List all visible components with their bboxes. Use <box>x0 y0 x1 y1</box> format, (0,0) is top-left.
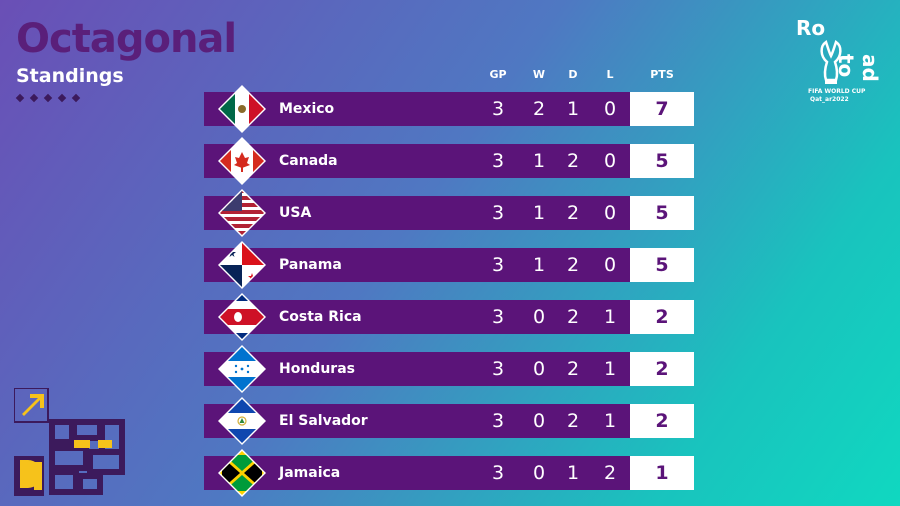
team-pts: 1 <box>630 456 694 490</box>
table-row: Panama 3 1 2 0 5 <box>204 241 694 289</box>
costa-rica-flag-icon <box>218 293 266 341</box>
team-pts: 7 <box>630 92 694 126</box>
team-name: El Salvador <box>279 413 368 429</box>
team-gp: 3 <box>491 254 505 276</box>
logo-caption: FIFA WORLD CUP <box>808 88 866 95</box>
decorative-pattern <box>14 388 125 496</box>
team-gp: 3 <box>491 306 505 328</box>
column-header-gp: GP <box>489 68 507 81</box>
team-name: Mexico <box>279 101 335 117</box>
usa-flag-icon <box>218 189 266 237</box>
table-row: Canada 3 1 2 0 5 <box>204 137 694 185</box>
table-row: El Salvador 3 0 2 1 2 <box>204 397 694 445</box>
page-title: Octagonal <box>16 16 237 62</box>
team-pts: 2 <box>630 352 694 386</box>
page-subtitle: Standings <box>16 65 124 87</box>
team-gp: 3 <box>491 358 505 380</box>
team-name: Panama <box>279 257 342 273</box>
team-d: 2 <box>566 202 580 224</box>
canada-flag-icon <box>218 137 266 185</box>
table-row: Jamaica 3 0 1 2 1 <box>204 449 694 497</box>
team-d: 2 <box>566 358 580 380</box>
team-w: 0 <box>532 358 546 380</box>
world-cup-logo: Ro ad to FIFA WORLD CUP Qat_ar2022 <box>796 14 888 114</box>
team-gp: 3 <box>491 410 505 432</box>
team-w: 1 <box>532 202 546 224</box>
team-pts: 5 <box>630 196 694 230</box>
team-l: 0 <box>603 98 617 120</box>
trophy-icon <box>820 40 842 84</box>
team-w: 1 <box>532 150 546 172</box>
team-l: 1 <box>603 410 617 432</box>
el-salvador-flag-icon <box>218 397 266 445</box>
team-gp: 3 <box>491 202 505 224</box>
mexico-flag-icon <box>218 85 266 133</box>
logo-text-top: Ro <box>796 16 826 40</box>
team-w: 1 <box>532 254 546 276</box>
team-l: 1 <box>603 306 617 328</box>
table-row: Mexico 3 2 1 0 7 <box>204 85 694 133</box>
team-w: 0 <box>532 462 546 484</box>
team-name: Canada <box>279 153 338 169</box>
team-w: 2 <box>532 98 546 120</box>
table-row: Costa Rica 3 0 2 1 2 <box>204 293 694 341</box>
team-w: 0 <box>532 410 546 432</box>
team-pts: 5 <box>630 248 694 282</box>
team-gp: 3 <box>491 98 505 120</box>
column-header-pts: PTS <box>650 68 674 81</box>
team-pts: 2 <box>630 300 694 334</box>
team-d: 2 <box>566 410 580 432</box>
team-pts: 2 <box>630 404 694 438</box>
column-header-d: D <box>568 68 578 81</box>
team-name: USA <box>279 205 312 221</box>
team-d: 2 <box>566 306 580 328</box>
team-d: 1 <box>566 462 580 484</box>
logo-caption-year: Qat_ar2022 <box>810 96 849 103</box>
team-l: 0 <box>603 254 617 276</box>
team-name: Jamaica <box>279 465 341 481</box>
team-pts: 5 <box>630 144 694 178</box>
team-d: 2 <box>566 150 580 172</box>
column-header-l: L <box>606 68 614 81</box>
team-w: 0 <box>532 306 546 328</box>
team-name: Costa Rica <box>279 309 362 325</box>
table-row: Honduras 3 0 2 1 2 <box>204 345 694 393</box>
team-l: 1 <box>603 358 617 380</box>
table-row: USA 3 1 2 0 5 <box>204 189 694 237</box>
team-name: Honduras <box>279 361 355 377</box>
panama-flag-icon <box>218 241 266 289</box>
team-gp: 3 <box>491 462 505 484</box>
team-l: 0 <box>603 202 617 224</box>
jamaica-flag-icon <box>218 449 266 497</box>
team-l: 2 <box>603 462 617 484</box>
decorative-dots <box>15 93 81 103</box>
column-header-w: W <box>532 68 546 81</box>
honduras-flag-icon <box>218 345 266 393</box>
team-l: 0 <box>603 150 617 172</box>
team-d: 1 <box>566 98 580 120</box>
team-d: 2 <box>566 254 580 276</box>
team-gp: 3 <box>491 150 505 172</box>
